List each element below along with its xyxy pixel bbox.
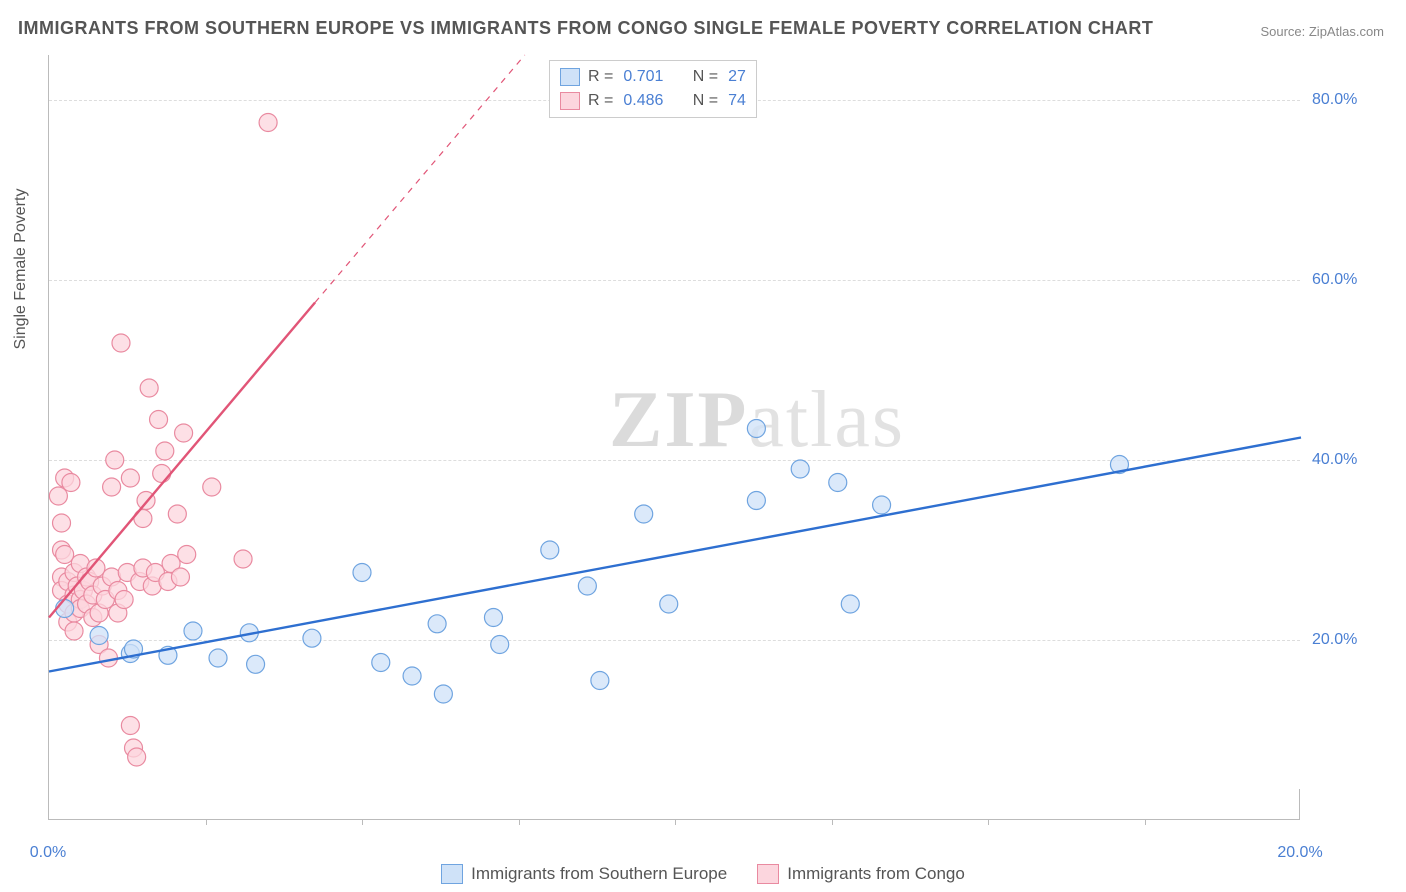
legend-swatch (560, 92, 580, 110)
y-tick-label: 80.0% (1312, 91, 1357, 109)
legend-item-southern-europe: Immigrants from Southern Europe (441, 864, 727, 884)
correlation-row: R =0.701 N =27 (560, 65, 746, 89)
chart-title: IMMIGRANTS FROM SOUTHERN EUROPE VS IMMIG… (18, 18, 1153, 39)
x-tick-label-right: 20.0% (1277, 844, 1322, 862)
legend-swatch-blue (441, 864, 463, 884)
legend-label-southern-europe: Immigrants from Southern Europe (471, 864, 727, 884)
y-axis-label: Single Female Poverty (12, 189, 30, 350)
legend-swatch (560, 68, 580, 86)
series-legend: Immigrants from Southern Europe Immigran… (0, 864, 1406, 884)
x-tick-label-left: 0.0% (30, 844, 66, 862)
correlation-legend: R =0.701 N =27R =0.486 N =74 (549, 60, 757, 118)
legend-swatch-pink (757, 864, 779, 884)
y-tick-label: 20.0% (1312, 631, 1357, 649)
plot-area: ZIPatlas R =0.701 N =27R =0.486 N =74 (48, 55, 1300, 820)
source-attribution: Source: ZipAtlas.com (1260, 24, 1384, 39)
legend-item-congo: Immigrants from Congo (757, 864, 965, 884)
y-tick-label: 40.0% (1312, 451, 1357, 469)
correlation-row: R =0.486 N =74 (560, 89, 746, 113)
y-tick-label: 60.0% (1312, 271, 1357, 289)
legend-label-congo: Immigrants from Congo (787, 864, 965, 884)
chart-svg (49, 55, 1300, 819)
